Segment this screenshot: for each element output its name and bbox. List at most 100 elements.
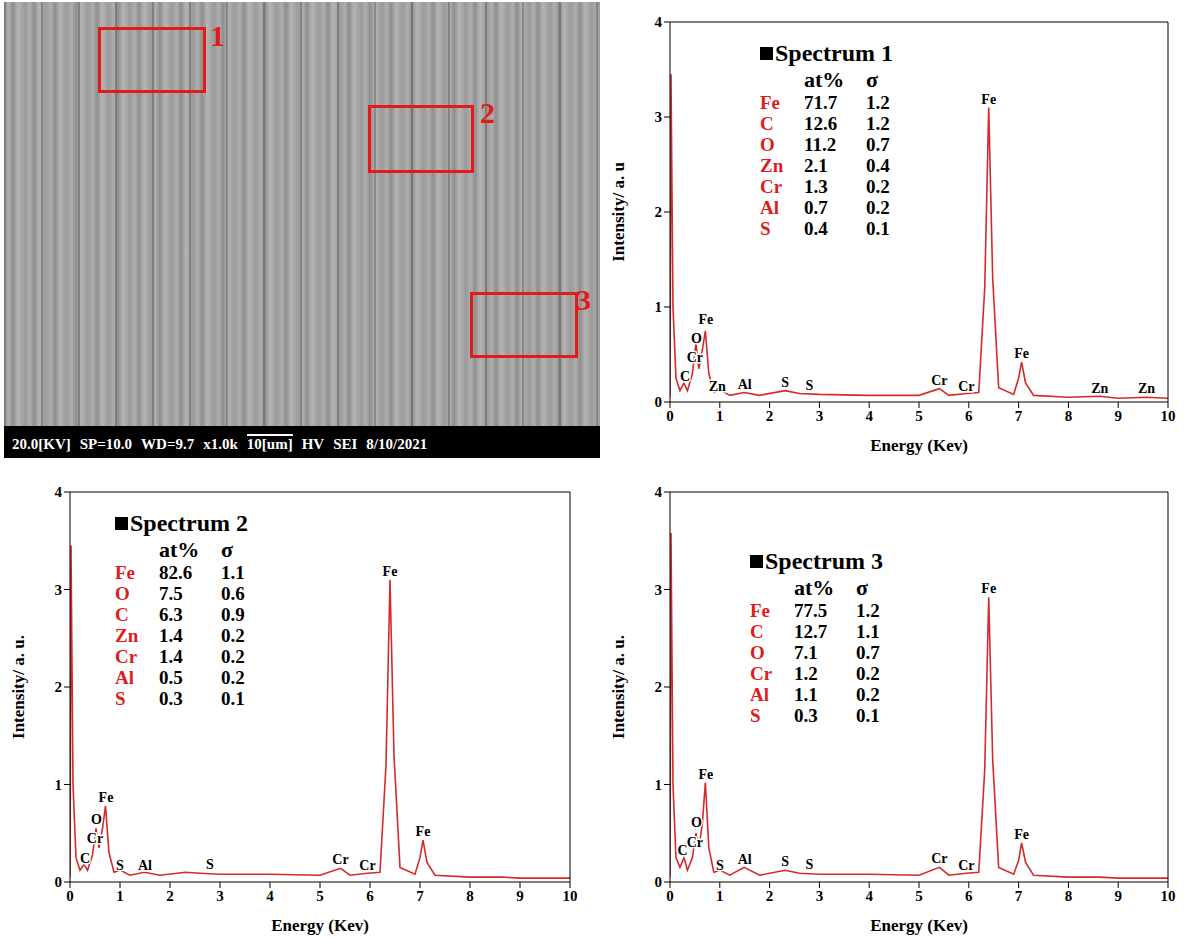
svg-text:Zn: Zn bbox=[1138, 381, 1155, 396]
svg-text:2: 2 bbox=[766, 408, 774, 424]
svg-text:Cr: Cr bbox=[687, 835, 703, 850]
svg-text:4: 4 bbox=[655, 14, 663, 30]
svg-text:9: 9 bbox=[1114, 888, 1122, 904]
svg-text:Fe: Fe bbox=[99, 790, 114, 805]
svg-text:Fe: Fe bbox=[981, 92, 996, 107]
svg-text:2: 2 bbox=[166, 888, 174, 904]
svg-text:Fe: Fe bbox=[1014, 346, 1029, 361]
html-text:Spectrum 2: Spectrum 2 bbox=[130, 510, 248, 536]
svg-text:Cr: Cr bbox=[87, 831, 103, 846]
svg-text:S: S bbox=[781, 854, 789, 869]
svg-text:7: 7 bbox=[1015, 888, 1023, 904]
svg-text:7: 7 bbox=[416, 888, 424, 904]
svg-text:4: 4 bbox=[865, 888, 873, 904]
svg-text:Energy (Kev): Energy (Kev) bbox=[870, 916, 968, 935]
svg-text:10: 10 bbox=[563, 888, 578, 904]
svg-text:2: 2 bbox=[55, 679, 63, 695]
svg-text:0: 0 bbox=[666, 408, 674, 424]
svg-text:1: 1 bbox=[116, 888, 124, 904]
svg-text:S: S bbox=[806, 378, 814, 393]
html-text:12.6: 12.6 bbox=[804, 113, 838, 134]
svg-text:O: O bbox=[691, 331, 702, 346]
svg-text:Cr: Cr bbox=[687, 350, 703, 365]
svg-text:Al: Al bbox=[738, 377, 752, 392]
svg-text:Fe: Fe bbox=[1014, 827, 1029, 842]
svg-text:Cr: Cr bbox=[931, 373, 947, 388]
html-text:at%: at% bbox=[159, 537, 200, 562]
html-text:at%: at% bbox=[794, 575, 835, 600]
svg-text:Intensity/ a. u.: Intensity/ a. u. bbox=[9, 635, 28, 739]
svg-text:6: 6 bbox=[965, 888, 973, 904]
svg-text:0: 0 bbox=[66, 888, 74, 904]
svg-text:0: 0 bbox=[666, 888, 674, 904]
svg-text:Energy (Kev): Energy (Kev) bbox=[870, 436, 968, 455]
svg-text:Fe: Fe bbox=[383, 564, 398, 579]
svg-text:5: 5 bbox=[915, 888, 923, 904]
svg-text:Cr: Cr bbox=[332, 852, 348, 867]
svg-text:Cr: Cr bbox=[958, 858, 974, 873]
svg-text:1: 1 bbox=[655, 299, 663, 315]
svg-text:6: 6 bbox=[965, 408, 973, 424]
svg-text:O: O bbox=[91, 812, 102, 827]
svg-text:8: 8 bbox=[1065, 408, 1073, 424]
svg-text:S: S bbox=[206, 857, 214, 872]
svg-text:Intensity/ a. u.: Intensity/ a. u. bbox=[609, 635, 628, 739]
svg-text:Cr: Cr bbox=[931, 851, 947, 866]
svg-text:3: 3 bbox=[816, 888, 824, 904]
svg-text:2: 2 bbox=[766, 888, 774, 904]
svg-text:6: 6 bbox=[366, 888, 374, 904]
svg-text:S: S bbox=[806, 857, 814, 872]
svg-text:Cr: Cr bbox=[359, 858, 375, 873]
html-text:Spectrum 3: Spectrum 3 bbox=[765, 548, 883, 574]
svg-text:Fe: Fe bbox=[698, 767, 713, 782]
svg-text:4: 4 bbox=[865, 408, 873, 424]
svg-text:S: S bbox=[716, 858, 724, 873]
svg-text:C: C bbox=[80, 851, 90, 866]
svg-text:0: 0 bbox=[655, 394, 663, 410]
svg-text:1: 1 bbox=[716, 888, 724, 904]
svg-text:10: 10 bbox=[1161, 888, 1176, 904]
svg-text:0: 0 bbox=[55, 874, 63, 890]
svg-text:Energy (Kev): Energy (Kev) bbox=[271, 916, 369, 935]
svg-text:7: 7 bbox=[1015, 408, 1023, 424]
svg-text:C: C bbox=[680, 369, 690, 384]
html-text:1.2: 1.2 bbox=[866, 113, 890, 134]
svg-text:0: 0 bbox=[655, 874, 663, 890]
html-text:71.7: 71.7 bbox=[804, 92, 838, 113]
svg-text:8: 8 bbox=[1065, 888, 1073, 904]
html-text:Spectrum 1: Spectrum 1 bbox=[775, 40, 893, 66]
svg-text:10: 10 bbox=[1161, 408, 1176, 424]
svg-text:Zn: Zn bbox=[709, 379, 726, 394]
svg-text:Intensity/ a. u: Intensity/ a. u bbox=[609, 162, 628, 262]
svg-text:1: 1 bbox=[55, 777, 63, 793]
svg-text:3: 3 bbox=[216, 888, 224, 904]
svg-text:Fe: Fe bbox=[981, 581, 996, 596]
svg-text:Zn: Zn bbox=[1091, 381, 1108, 396]
svg-text:3: 3 bbox=[655, 582, 663, 598]
svg-text:Fe: Fe bbox=[416, 824, 431, 839]
svg-text:1: 1 bbox=[655, 777, 663, 793]
svg-text:3: 3 bbox=[816, 408, 824, 424]
svg-text:Fe: Fe bbox=[698, 312, 713, 327]
svg-text:S: S bbox=[116, 858, 124, 873]
svg-text:3: 3 bbox=[55, 582, 63, 598]
svg-text:O: O bbox=[691, 815, 702, 830]
svg-text:Cr: Cr bbox=[958, 379, 974, 394]
svg-text:5: 5 bbox=[316, 888, 324, 904]
svg-text:4: 4 bbox=[655, 484, 663, 500]
svg-text:2: 2 bbox=[655, 679, 663, 695]
svg-text:9: 9 bbox=[1114, 408, 1122, 424]
svg-text:4: 4 bbox=[266, 888, 274, 904]
svg-text:1: 1 bbox=[716, 408, 724, 424]
svg-text:3: 3 bbox=[655, 109, 663, 125]
svg-text:5: 5 bbox=[915, 408, 923, 424]
html-text:at%: at% bbox=[804, 67, 845, 92]
html-text:1.2: 1.2 bbox=[866, 92, 890, 113]
svg-text:Al: Al bbox=[138, 858, 152, 873]
svg-text:Al: Al bbox=[738, 852, 752, 867]
svg-text:8: 8 bbox=[466, 888, 474, 904]
svg-text:S: S bbox=[781, 375, 789, 390]
svg-text:9: 9 bbox=[516, 888, 524, 904]
svg-text:2: 2 bbox=[655, 204, 663, 220]
svg-text:4: 4 bbox=[55, 484, 63, 500]
